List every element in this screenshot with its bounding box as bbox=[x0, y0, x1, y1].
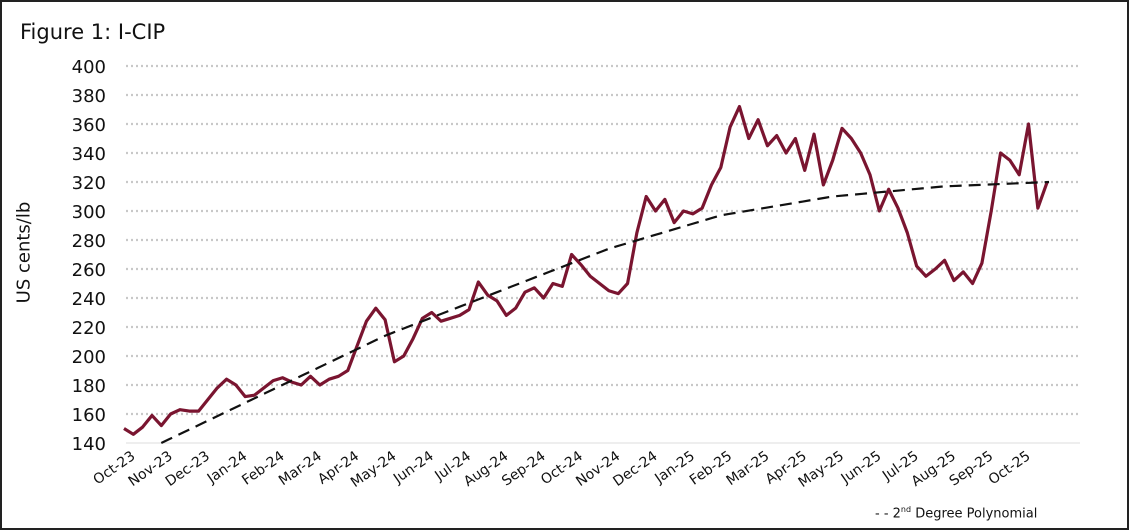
y-tick-label: 300 bbox=[72, 202, 106, 223]
y-tick-label: 240 bbox=[72, 289, 106, 310]
x-tick-label: Sep-24 bbox=[499, 448, 549, 489]
figure-title: Figure 1: I-CIP bbox=[20, 20, 166, 44]
x-tick-label: Mar-25 bbox=[724, 448, 773, 489]
y-tick-label: 260 bbox=[72, 260, 106, 281]
series-line-icip bbox=[123, 104, 1049, 436]
y-tick-label: 380 bbox=[72, 86, 106, 107]
y-tick-label: 320 bbox=[72, 173, 106, 194]
y-tick-label: 360 bbox=[72, 115, 106, 136]
x-tick-label: Sep-25 bbox=[947, 448, 997, 489]
x-tick-label: Jun-25 bbox=[838, 448, 885, 487]
legend-trendline: - - 2nd Degree Polynomial bbox=[875, 505, 1038, 522]
x-tick-label: Mar-24 bbox=[276, 448, 325, 489]
y-tick-label: 200 bbox=[72, 347, 106, 368]
y-tick-label: 160 bbox=[72, 405, 106, 426]
y-tick-label: 180 bbox=[72, 376, 106, 397]
x-tick-label: Jun-24 bbox=[390, 448, 437, 487]
y-tick-label: 220 bbox=[72, 318, 106, 339]
x-tick-label: Oct-25 bbox=[986, 448, 1034, 488]
y-tick-label: 140 bbox=[72, 434, 106, 455]
y-tick-label: 340 bbox=[72, 144, 106, 165]
trendline-polynomial bbox=[160, 180, 1050, 444]
y-tick-label: 280 bbox=[72, 231, 106, 252]
y-tick-label: 400 bbox=[72, 57, 106, 78]
